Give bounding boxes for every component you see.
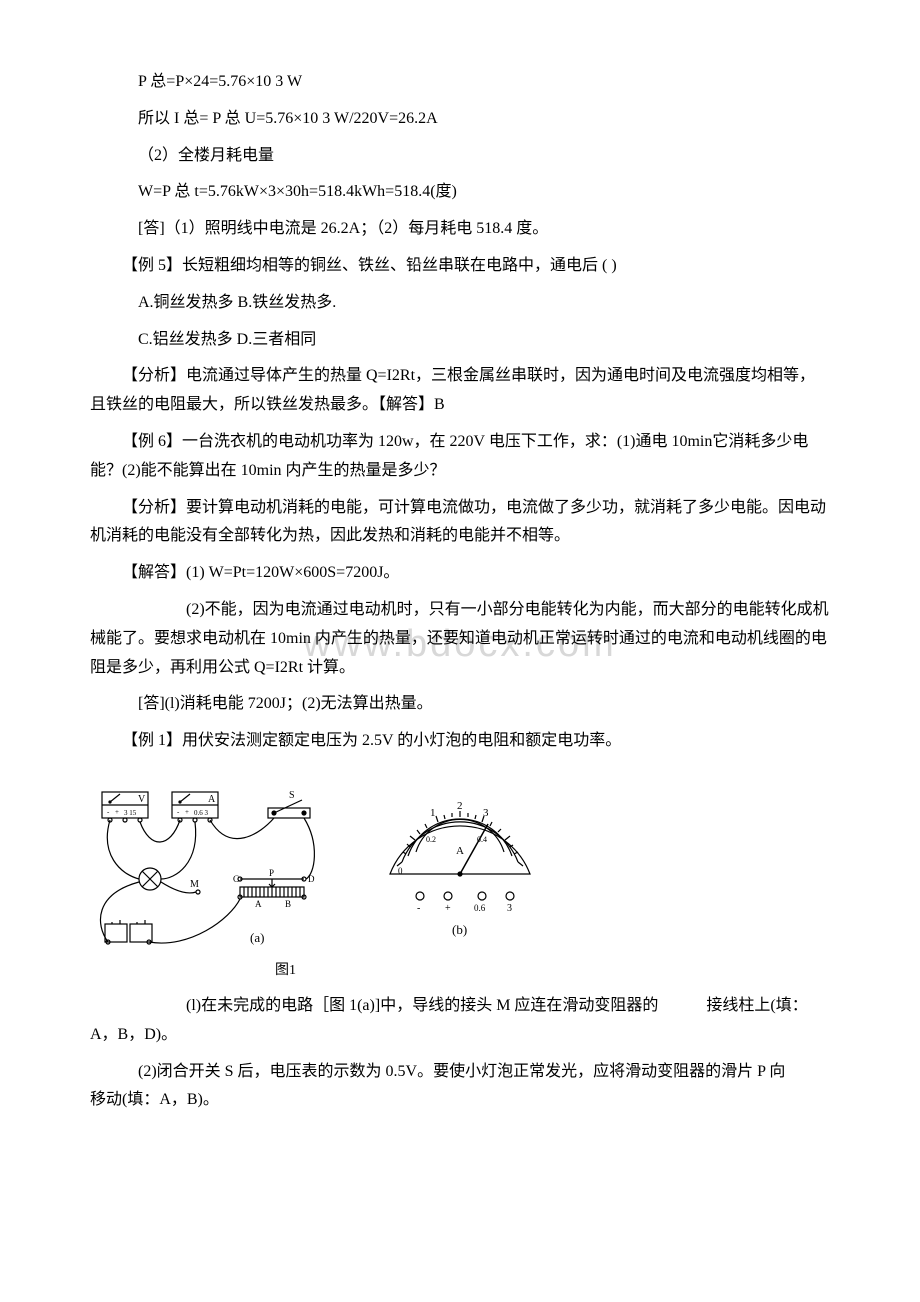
switch-label: S: [289, 790, 295, 801]
term-plus: +: [445, 903, 451, 914]
paragraph: 【例 6】一台洗衣机的电动机功率为 120w，在 220V 电压下工作，求：(1…: [90, 428, 830, 486]
am-sign1: -: [177, 808, 180, 816]
vm-sign1: -: [107, 808, 110, 816]
paragraph: 所以 I 总= P 总 U=5.76×10 3 W/220V=26.2A: [90, 105, 830, 134]
label-a: (a): [250, 930, 264, 945]
paragraph: (2)不能，因为电流通过电动机时，只有一小部分电能转化为内能，而大部分的电能转化…: [90, 596, 830, 682]
paragraph: P 总=P×24=5.76×10 3 W: [90, 68, 830, 97]
rheostat-a: A: [255, 899, 262, 909]
am-marks: 0.6 3: [194, 809, 209, 817]
paragraph: 【例 1】用伏安法测定额定电压为 2.5V 的小灯泡的电阻和额定电功率。: [90, 727, 830, 756]
paragraph: 【分析】电流通过导体产生的热量 Q=I2Rt，三根金属丝串联时，因为通电时间及电…: [90, 362, 830, 420]
paragraph: [答]（1）照明线中电流是 26.2A；（2）每月耗电 518.4 度。: [90, 215, 830, 244]
rheostat-c: C: [233, 874, 239, 884]
paragraph: 【例 5】长短粗细均相等的铜丝、铁丝、铅丝串联在电路中，通电后 ( ): [90, 252, 830, 281]
circuit-and-dial-svg: V - + 3 15 A - + 0.6 3 S M: [90, 774, 550, 984]
paragraph: C.铝丝发热多 D.三者相同: [90, 326, 830, 355]
document-body: P 总=P×24=5.76×10 3 W 所以 I 总= P 总 U=5.76×…: [90, 68, 830, 1115]
dial-unit-a: A: [456, 845, 464, 857]
ammeter-symbol: A: [208, 794, 216, 805]
label-b: (b): [452, 922, 467, 937]
dial-top-2: 2: [457, 800, 463, 812]
vm-sign2: +: [115, 808, 119, 816]
paragraph: （2）全楼月耗电量: [90, 142, 830, 171]
figure-1: V - + 3 15 A - + 0.6 3 S M: [90, 774, 830, 984]
figure-caption: 图1: [275, 963, 296, 978]
node-m: M: [190, 879, 199, 890]
term-minus: -: [417, 903, 420, 914]
paragraph: W=P 总 t=5.76kW×3×30h=518.4kWh=518.4(度): [90, 178, 830, 207]
paragraph: A.铜丝发热多 B.铁丝发热多.: [90, 289, 830, 318]
paragraph: (2)闭合开关 S 后，电压表的示数为 0.5V。要使小灯泡正常发光，应将滑动变…: [90, 1058, 830, 1116]
vm-marks: 3 15: [124, 809, 137, 817]
paragraph: 【解答】(1) W=Pt=120W×600S=7200J。: [90, 559, 830, 588]
dial-bot-02: 0.2: [426, 835, 436, 844]
term-3: 3: [507, 903, 512, 914]
rheostat-p: P: [269, 868, 274, 878]
paragraph: (l)在未完成的电路［图 1(a)]中，导线的接头 M 应连在滑动变阻器的 接线…: [90, 992, 830, 1050]
dial-top-3: 3: [483, 807, 489, 819]
voltmeter-symbol: V: [138, 794, 146, 805]
rheostat-b: B: [285, 899, 291, 909]
dial-top-1: 1: [430, 807, 436, 819]
am-sign2: +: [185, 808, 189, 816]
term-06: 0.6: [474, 903, 486, 913]
dial-top-0: 0: [398, 866, 403, 876]
paragraph: [答](l)消耗电能 7200J；(2)无法算出热量。: [90, 690, 830, 719]
paragraph: 【分析】要计算电动机消耗的电能，可计算电流做功，电流做了多少功，就消耗了多少电能…: [90, 494, 830, 552]
